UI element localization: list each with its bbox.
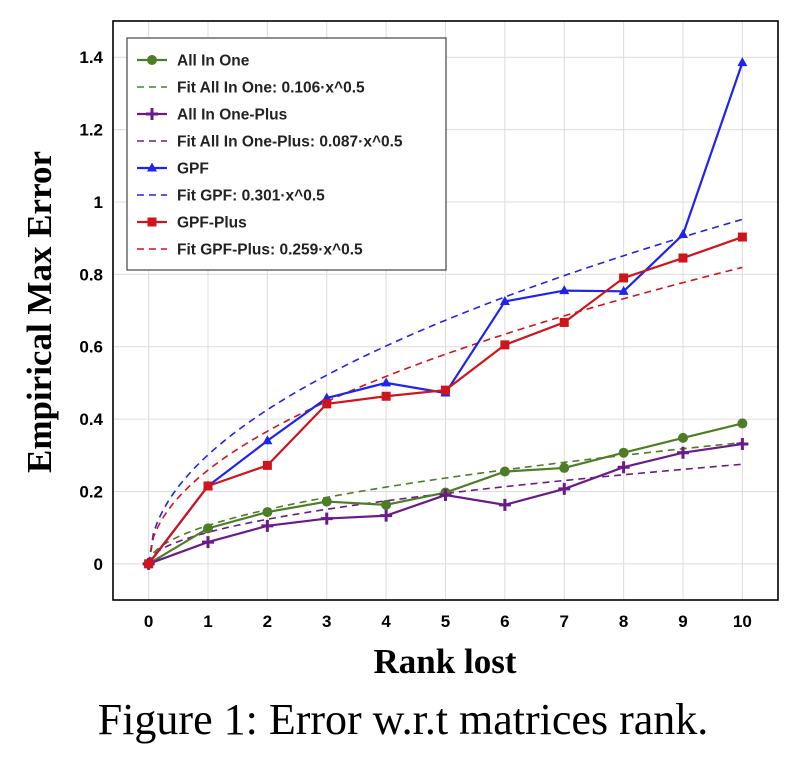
fit-line-gpf-plus xyxy=(147,266,743,564)
data-point-all-in-one xyxy=(618,447,629,458)
legend-box xyxy=(126,37,447,271)
data-point-all-in-one-plus xyxy=(320,512,333,525)
data-point-all-in-one xyxy=(737,418,748,429)
legend-label: Fit All In One-Plus: 0.087·x^0.5 xyxy=(177,134,403,151)
chart: 0 1 2 3 4 5 6 7 8 9 10 0 0.2 0.4 0.6 0.8 1 1.2 1.4 Rank lo… xyxy=(20,20,779,681)
y-tick-label: 0.2 xyxy=(79,482,103,501)
fit-line-all-in-one xyxy=(147,441,743,565)
data-point-gpf-plus xyxy=(262,460,272,470)
data-point-gpf-plus xyxy=(441,385,450,395)
tick-labels: 0 1 2 3 4 5 6 7 8 9 10 0 0.2 0.4 0.6 0.8 1 1.2 1.4 xyxy=(79,48,751,631)
x-tick-label: 1 xyxy=(203,612,212,631)
data-point-gpf-plus xyxy=(381,391,391,401)
data-point-all-in-one xyxy=(203,523,213,534)
y-tick-label: 0.4 xyxy=(79,410,103,429)
legend-label: GPF xyxy=(177,161,209,178)
legend-label: Fit GPF: 0.301·x^0.5 xyxy=(177,188,325,205)
y-axis-title: Empirical Max Error xyxy=(20,151,59,473)
plot-frame xyxy=(112,20,779,601)
fit-line-all-in-one-plus xyxy=(147,463,743,565)
x-tick-label: 9 xyxy=(678,612,687,631)
data-point-all-in-one xyxy=(321,496,332,507)
legend-label: All In One-Plus xyxy=(177,107,287,124)
data-point-gpf xyxy=(499,295,510,305)
data-point-all-in-one-plus xyxy=(261,519,274,532)
legend-label: Fit All In One: 0.106·x^0.5 xyxy=(177,80,365,97)
data-point-gpf xyxy=(618,285,629,295)
markers xyxy=(142,57,749,570)
data-point-all-in-one-plus xyxy=(617,461,630,474)
legend-label: All In One xyxy=(177,53,250,70)
data-point-all-in-one xyxy=(678,432,688,443)
y-tick-label: 1.2 xyxy=(79,121,103,140)
data-point-gpf-plus xyxy=(144,559,154,569)
data-point-gpf xyxy=(381,377,392,387)
data-point-all-in-one-plus xyxy=(202,536,214,549)
data-point-gpf-plus xyxy=(619,273,629,283)
data-point-all-in-one-plus xyxy=(498,498,511,511)
data-point-gpf xyxy=(262,435,273,445)
x-tick-label: 4 xyxy=(381,612,391,631)
y-tick-label: 1.4 xyxy=(79,48,103,67)
x-tick-label: 6 xyxy=(500,612,509,631)
data-point-all-in-one-plus xyxy=(380,509,393,522)
data-point-all-in-one xyxy=(381,499,392,510)
data-point-gpf-plus xyxy=(500,340,510,350)
data-point-all-in-one xyxy=(559,462,570,473)
data-point-all-in-one xyxy=(262,507,273,518)
data-point-gpf xyxy=(737,57,748,67)
data-point-all-in-one-plus xyxy=(677,446,689,459)
data-point-all-in-one xyxy=(499,466,510,477)
legend-label: Fit GPF-Plus: 0.259·x^0.5 xyxy=(177,242,363,259)
data-point-gpf-plus xyxy=(559,317,569,327)
x-tick-label: 10 xyxy=(733,612,752,631)
data-point-gpf xyxy=(559,285,570,295)
legend-marker-all-in-one xyxy=(147,55,157,65)
x-tick-label: 5 xyxy=(441,612,450,631)
figure-caption: Figure 1: Error w.r.t matrices rank. xyxy=(97,695,709,744)
fit-lines xyxy=(147,218,743,565)
x-tick-label: 7 xyxy=(560,612,569,631)
x-tick-label: 3 xyxy=(322,612,331,631)
data-point-all-in-one-plus xyxy=(558,482,571,495)
data-point-gpf-plus xyxy=(322,399,332,409)
y-tick-label: 0.6 xyxy=(79,338,103,357)
fit-line-gpf xyxy=(147,218,743,564)
data-point-gpf-plus xyxy=(203,481,213,491)
x-axis-title: Rank lost xyxy=(374,642,517,681)
legend-marker-gpf-plus xyxy=(147,217,157,227)
y-tick-label: 1 xyxy=(94,193,103,212)
data-point-gpf xyxy=(678,229,688,239)
y-tick-label: 0.8 xyxy=(79,265,103,284)
x-tick-label: 2 xyxy=(263,612,272,631)
legend-label: GPF-Plus xyxy=(177,215,247,232)
legend-marker-gpf xyxy=(147,162,157,172)
data-point-gpf xyxy=(321,392,332,402)
legend-marker-all-in-one-plus xyxy=(146,108,158,120)
data-point-all-in-one-plus xyxy=(736,438,749,451)
legend: All In One Fit All In One: 0.106·x^0.5 All… xyxy=(126,37,447,271)
y-tick-label: 0 xyxy=(94,555,103,574)
data-point-gpf-plus xyxy=(678,253,688,263)
data-point-gpf-plus xyxy=(737,232,747,242)
data-point-all-in-one-plus xyxy=(439,489,452,502)
x-tick-label: 8 xyxy=(619,612,628,631)
x-tick-label: 0 xyxy=(144,612,153,631)
